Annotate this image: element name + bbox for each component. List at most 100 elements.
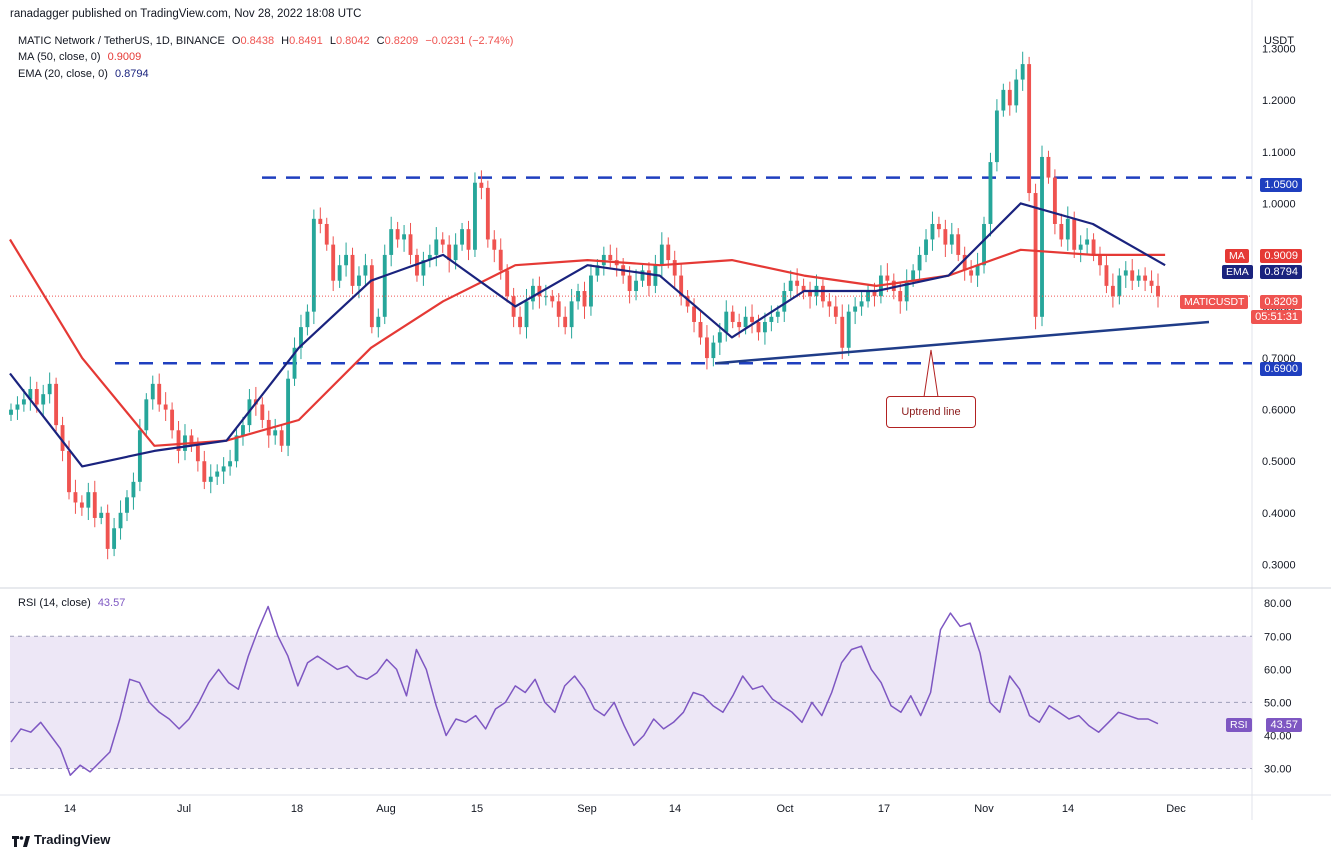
candle-up [982, 223, 986, 266]
candle-up [112, 528, 117, 549]
candle-down [801, 285, 806, 292]
price-tick-label: 0.6000 [1262, 405, 1296, 417]
candle-up [144, 399, 149, 431]
candle-down [105, 512, 110, 549]
candle-up [221, 466, 226, 472]
ma-name-tag: MA [1225, 249, 1249, 263]
candle-down [582, 291, 587, 307]
candle-down [756, 321, 761, 333]
candle-up [15, 404, 20, 410]
ma-value-tag: 0.9009 [1260, 249, 1302, 263]
candle-up [376, 316, 381, 328]
candle-up [904, 280, 909, 302]
candle-down [550, 296, 555, 302]
candle-down [685, 296, 690, 307]
time-tick-label: Oct [776, 803, 793, 815]
candle-down [79, 502, 84, 508]
time-tick-label: 18 [291, 803, 303, 815]
candle-up [137, 430, 142, 482]
candle-down [260, 404, 265, 420]
time-tick-label: 14 [1062, 803, 1074, 815]
candle-up [659, 244, 664, 266]
rsi-legend: RSI (14, close) 43.57 [18, 597, 125, 609]
candle-up [1040, 156, 1044, 317]
candle-up [9, 409, 13, 415]
candle-up [311, 218, 316, 312]
price-tick-label: 1.0000 [1262, 198, 1296, 210]
candle-up [41, 394, 46, 405]
candle-up [569, 301, 574, 328]
candle-down [492, 239, 497, 250]
candle-up [273, 430, 278, 436]
candle-down [1072, 218, 1077, 250]
time-tick-label: 15 [471, 803, 483, 815]
ema-name-tag: EMA [1222, 265, 1253, 279]
candle-down [563, 316, 568, 328]
candle-up [595, 265, 600, 276]
candle-up [859, 301, 864, 307]
uptrend-line-callout[interactable]: Uptrend line [886, 396, 976, 428]
candle-down [608, 254, 613, 261]
candle-up [994, 110, 999, 163]
symbol-name: MATIC Network / TetherUS, 1D, BINANCE [18, 35, 225, 47]
candle-up [286, 378, 291, 446]
candle-down [969, 270, 974, 276]
candle-down [498, 249, 503, 271]
candle-down [704, 337, 709, 359]
candle-down [795, 280, 800, 286]
ma-legend-value: 0.9009 [107, 51, 142, 63]
candle-down [1130, 270, 1135, 281]
candle-up [305, 311, 310, 328]
candle-up [717, 332, 722, 343]
ohlc-close: 0.8209 [384, 35, 419, 47]
candle-down [202, 461, 207, 482]
candle-up [215, 471, 220, 477]
rsi-tick-label: 80.00 [1264, 598, 1292, 610]
candle-down [176, 430, 181, 451]
time-tick-label: 14 [64, 803, 76, 815]
candle-up [28, 389, 33, 400]
ohlc-low: 0.8042 [335, 35, 370, 47]
rsi-value-tag: 43.57 [1266, 718, 1302, 732]
price-tick-label: 0.3000 [1262, 559, 1296, 571]
candle-down [92, 492, 97, 518]
candle-down [891, 280, 896, 292]
candle-up [949, 234, 954, 245]
candle-up [788, 280, 793, 292]
candle-up [292, 347, 297, 379]
candle-up [589, 275, 593, 307]
candle-up [576, 291, 580, 302]
candle-down [447, 244, 452, 261]
rsi-legend-value: 43.57 [97, 597, 126, 609]
candle-up [1014, 79, 1019, 106]
candle-up [601, 254, 606, 266]
candle-down [872, 291, 877, 297]
candle-up [421, 260, 426, 276]
candle-down [1052, 177, 1057, 224]
candle-up [988, 162, 993, 224]
candle-up [782, 291, 787, 312]
candle-up [1136, 275, 1141, 281]
candle-down [627, 275, 632, 292]
callout-pointer [923, 349, 939, 398]
candle-down [1007, 89, 1012, 106]
ohlc-high: 0.8491 [289, 35, 323, 47]
candle-up [453, 244, 458, 261]
ohlc-open: 0.8438 [240, 35, 275, 47]
candle-down [833, 306, 838, 317]
rsi-tick-label: 30.00 [1264, 764, 1292, 776]
tradingview-footer[interactable]: TradingView [12, 832, 110, 847]
ema-value-tag: 0.8794 [1260, 265, 1302, 279]
candle-down [331, 244, 336, 281]
candle-down [408, 234, 413, 255]
rsi-tick-label: 70.00 [1264, 631, 1292, 643]
candle-up [389, 229, 394, 255]
time-tick-label: Sep [577, 803, 597, 815]
candle-down [163, 404, 168, 410]
candle-up [762, 321, 767, 333]
ohlc-change: −0.0231 (−2.74%) [425, 35, 514, 47]
candle-down [518, 316, 522, 328]
rsi-tick-label: 60.00 [1264, 664, 1292, 676]
candle-down [54, 383, 59, 426]
